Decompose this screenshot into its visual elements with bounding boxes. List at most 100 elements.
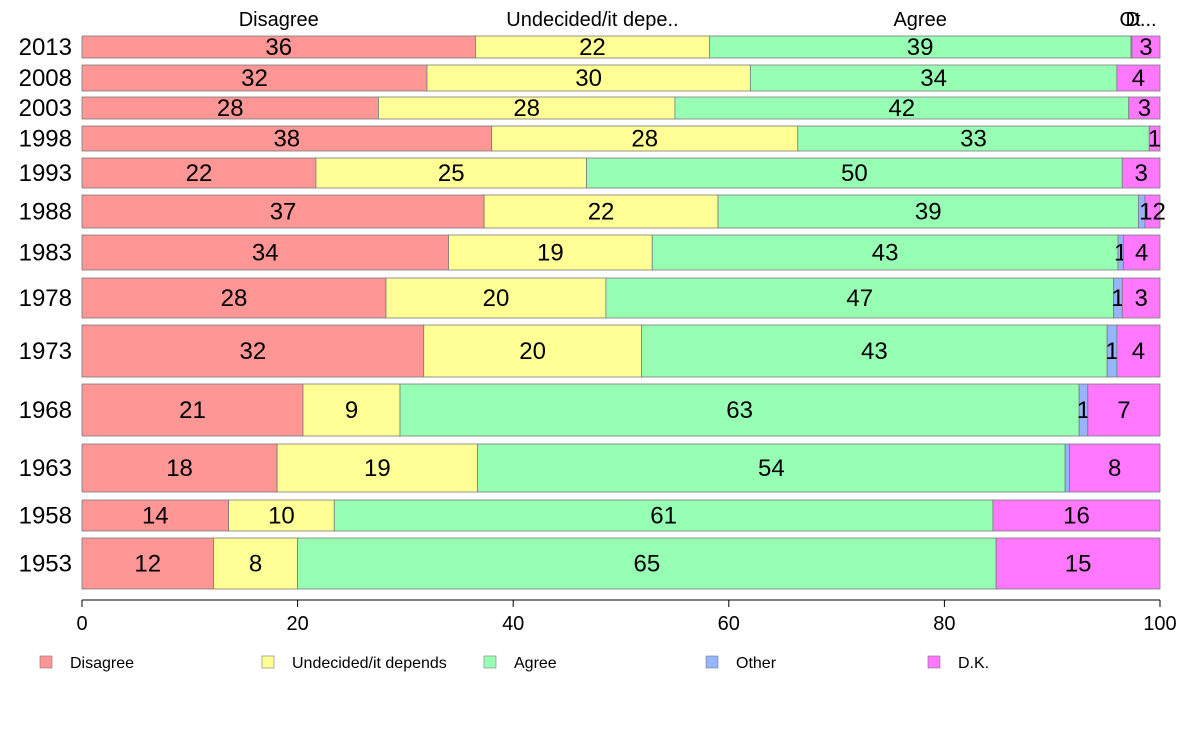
bar-value-label-2003-2: 42 — [888, 95, 915, 122]
bar-segment-1963-0 — [81, 443, 278, 493]
bar-value-label-1968-2: 63 — [726, 397, 753, 424]
bar-value-label-1958-0: 14 — [142, 503, 169, 530]
legend-label-4: D.K. — [958, 655, 989, 672]
bar-segment-1983-4 — [1122, 234, 1161, 271]
bar-value-label-1968-1: 9 — [345, 397, 358, 424]
bar-value-label-1958-2: 61 — [650, 503, 677, 530]
bar-segment-1983-0 — [81, 234, 449, 271]
bar-value-label-2008-4: 4 — [1132, 65, 1145, 92]
legend-swatch-0 — [39, 655, 53, 669]
bar-value-label-2013-1: 22 — [579, 34, 606, 61]
row-label-1998: 1998 — [19, 126, 72, 153]
bar-segment-1983-1 — [448, 234, 653, 271]
x-tick-label-0: 0 — [76, 613, 87, 635]
bar-segment-1963-4 — [1069, 443, 1161, 493]
bar-segment-1978-0 — [81, 277, 387, 319]
bar-value-label-1998-4: 1 — [1148, 126, 1161, 153]
bar-value-label-1968-3: 1 — [1077, 397, 1090, 424]
bar-value-label-1983-4: 4 — [1135, 240, 1148, 267]
bar-value-label-1968-4: 7 — [1117, 397, 1130, 424]
bar-value-label-1953-0: 12 — [134, 551, 161, 578]
bar-segment-1968-4 — [1087, 383, 1161, 437]
bar-value-label-1978-3: 1 — [1111, 285, 1124, 312]
bar-value-label-1993-2: 50 — [841, 160, 868, 187]
bar-value-label-1968-0: 21 — [179, 397, 206, 424]
bar-value-label-1958-1: 10 — [268, 503, 295, 530]
bar-value-label-1973-1: 20 — [519, 338, 546, 365]
bar-segment-2008-0 — [81, 64, 428, 92]
bar-value-label-1953-2: 65 — [634, 551, 661, 578]
bar-segment-2003-4 — [1128, 96, 1161, 120]
bar-segment-1958-1 — [228, 499, 335, 532]
bar-value-label-1973-3: 1 — [1105, 338, 1118, 365]
bar-segment-2008-4 — [1116, 64, 1161, 92]
bar-segment-1978-4 — [1121, 277, 1161, 319]
bar-segment-1978-2 — [605, 277, 1115, 319]
legend-swatch-2 — [483, 655, 497, 669]
bar-segment-1963-3 — [1064, 443, 1070, 493]
x-tick-label-20: 20 — [286, 613, 308, 635]
bar-segment-1988-0 — [81, 194, 485, 229]
legend-swatch-1 — [261, 655, 275, 669]
bar-segment-1958-2 — [333, 499, 994, 532]
bar-segment-1988-4 — [1144, 194, 1161, 229]
bar-segment-1978-1 — [385, 277, 607, 319]
bar-value-label-1988-0: 37 — [270, 199, 297, 226]
bar-segment-1998-2 — [797, 125, 1150, 152]
row-label-2003: 2003 — [19, 95, 72, 122]
bar-segment-1968-2 — [399, 383, 1080, 437]
row-label-1953: 1953 — [19, 551, 72, 578]
bar-segment-1958-0 — [81, 499, 230, 532]
bar-value-label-1963-0: 18 — [166, 455, 193, 482]
bar-value-label-1973-2: 43 — [861, 338, 888, 365]
bar-value-label-1993-0: 22 — [186, 160, 213, 187]
column-header-3: Ot — [1119, 9, 1141, 31]
bar-segment-1993-2 — [586, 157, 1123, 189]
bar-segment-2013-4 — [1131, 35, 1161, 59]
column-header-0: Disagree — [239, 9, 319, 31]
bar-value-label-2003-4: 3 — [1138, 95, 1151, 122]
bar-value-label-1988-4: 12 — [1139, 199, 1166, 226]
x-tick-label-80: 80 — [933, 613, 955, 635]
legend-label-0: Disagree — [70, 655, 134, 672]
column-header-4: D... — [1125, 9, 1156, 31]
bar-value-label-1998-1: 28 — [631, 126, 658, 153]
row-label-1993: 1993 — [19, 160, 72, 187]
row-label-2008: 2008 — [19, 65, 72, 92]
bar-value-label-1993-1: 25 — [438, 160, 465, 187]
bar-segment-2008-2 — [749, 64, 1118, 92]
bar-value-label-2003-0: 28 — [217, 95, 244, 122]
bar-segment-1998-4 — [1148, 125, 1161, 152]
bar-value-label-1978-2: 47 — [846, 285, 873, 312]
bar-value-label-1988-2: 39 — [915, 199, 942, 226]
bar-value-label-1973-0: 32 — [240, 338, 267, 365]
row-label-1973: 1973 — [19, 338, 72, 365]
bar-value-label-1988-1: 22 — [588, 199, 615, 226]
x-tick-label-60: 60 — [718, 613, 740, 635]
legend-label-3: Other — [736, 655, 777, 672]
bar-segment-1998-1 — [491, 125, 799, 152]
bar-segment-1983-2 — [651, 234, 1119, 271]
x-tick-label-40: 40 — [502, 613, 524, 635]
bar-segment-1993-0 — [81, 157, 317, 189]
bar-value-label-1993-4: 3 — [1134, 160, 1147, 187]
bar-value-label-1953-1: 8 — [249, 551, 262, 578]
bar-value-label-1963-2: 54 — [758, 455, 785, 482]
bar-value-label-1963-1: 19 — [364, 455, 391, 482]
legend-label-2: Agree — [514, 655, 557, 672]
bar-value-label-2008-1: 30 — [575, 65, 602, 92]
column-header-1: Undecided/it depe.. — [506, 9, 678, 31]
bar-segment-1998-0 — [81, 125, 493, 152]
row-label-1983: 1983 — [19, 240, 72, 267]
bar-value-label-1983-1: 19 — [537, 240, 564, 267]
bar-segment-1953-1 — [213, 537, 299, 590]
bar-segment-1953-2 — [297, 537, 997, 590]
row-label-1958: 1958 — [19, 503, 72, 530]
bar-value-label-2008-2: 34 — [920, 65, 947, 92]
row-label-1978: 1978 — [19, 285, 72, 312]
bar-value-label-1998-0: 38 — [273, 126, 300, 153]
bar-segment-1958-4 — [992, 499, 1161, 532]
bar-segment-1988-1 — [483, 194, 719, 229]
bar-segment-1993-4 — [1121, 157, 1161, 189]
